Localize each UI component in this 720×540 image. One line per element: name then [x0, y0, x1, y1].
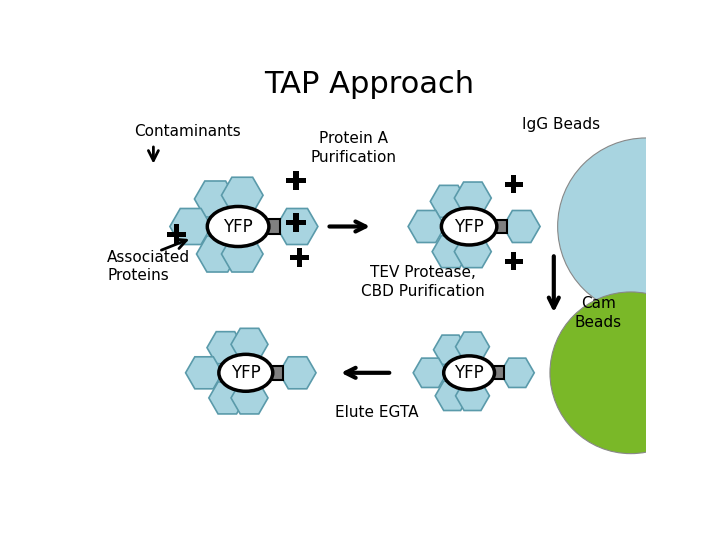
Polygon shape [170, 208, 212, 245]
Text: Cam
Beads: Cam Beads [575, 296, 622, 329]
Text: TEV Protease,
CBD Purification: TEV Protease, CBD Purification [361, 265, 485, 299]
Polygon shape [231, 328, 268, 360]
Polygon shape [222, 177, 263, 213]
Polygon shape [231, 382, 268, 414]
Polygon shape [413, 358, 447, 388]
Polygon shape [454, 235, 491, 268]
Polygon shape [431, 185, 467, 218]
Bar [290, 254, 310, 260]
Text: Protein A
Purification: Protein A Purification [310, 131, 397, 165]
Circle shape [558, 138, 720, 315]
Bar [511, 252, 516, 270]
Bar [511, 175, 516, 193]
Bar [297, 248, 302, 267]
Bar [505, 181, 523, 187]
Bar [286, 220, 305, 225]
Polygon shape [222, 236, 263, 272]
Polygon shape [435, 381, 469, 410]
Text: IgG Beads: IgG Beads [523, 117, 600, 132]
Polygon shape [456, 381, 490, 410]
Text: Elute EGTA: Elute EGTA [335, 406, 418, 420]
Bar [286, 178, 305, 183]
Ellipse shape [219, 354, 273, 392]
Polygon shape [433, 335, 467, 364]
Text: TAP Approach: TAP Approach [264, 70, 474, 98]
Ellipse shape [441, 208, 497, 245]
Circle shape [550, 292, 711, 454]
Polygon shape [194, 181, 236, 217]
Ellipse shape [207, 206, 269, 247]
FancyBboxPatch shape [495, 220, 507, 233]
FancyBboxPatch shape [266, 219, 281, 234]
FancyBboxPatch shape [271, 366, 283, 380]
Polygon shape [276, 208, 318, 245]
Polygon shape [432, 235, 469, 268]
Polygon shape [500, 358, 534, 388]
Text: YFP: YFP [231, 364, 261, 382]
Bar [505, 259, 523, 264]
Polygon shape [279, 357, 316, 389]
Bar [167, 232, 186, 237]
Text: YFP: YFP [454, 218, 484, 235]
Text: YFP: YFP [454, 364, 484, 382]
Polygon shape [408, 211, 445, 242]
Bar [174, 225, 179, 244]
Text: Contaminants: Contaminants [134, 124, 241, 139]
Text: Associated
Proteins: Associated Proteins [107, 249, 190, 284]
Polygon shape [503, 211, 540, 242]
Polygon shape [456, 332, 490, 361]
Polygon shape [186, 357, 222, 389]
Bar [293, 171, 299, 190]
Polygon shape [197, 236, 238, 272]
Polygon shape [454, 182, 491, 214]
Text: YFP: YFP [223, 218, 253, 235]
Ellipse shape [444, 356, 495, 390]
Polygon shape [209, 382, 246, 414]
Polygon shape [207, 332, 244, 363]
FancyBboxPatch shape [492, 366, 504, 379]
Bar [293, 213, 299, 232]
